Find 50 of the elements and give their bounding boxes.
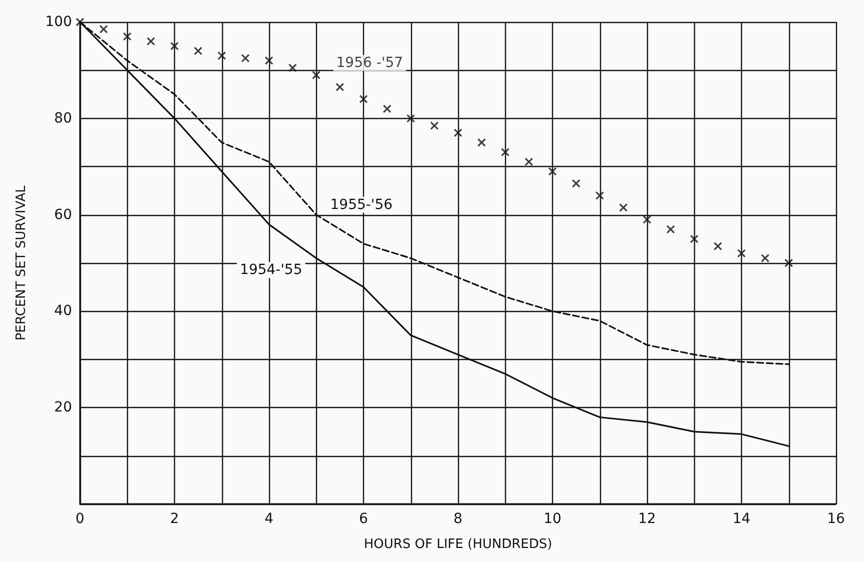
x-tick-label: 10	[544, 511, 562, 527]
x-tick-label: 12	[638, 511, 656, 527]
x-tick-label: 4	[264, 511, 274, 527]
x-tick-label: 6	[359, 511, 368, 527]
x-tick-label: 0	[76, 511, 84, 527]
point	[500, 148, 510, 156]
y-tick-label: 60	[54, 206, 72, 223]
point	[572, 179, 580, 188]
point	[737, 249, 746, 258]
point	[477, 138, 486, 147]
point	[122, 32, 132, 41]
point	[524, 157, 534, 166]
y-tick-label: 40	[54, 303, 72, 320]
point	[595, 191, 604, 200]
point	[336, 82, 344, 92]
point	[784, 258, 794, 268]
point	[642, 215, 652, 224]
point	[690, 234, 699, 244]
point	[382, 104, 392, 114]
point	[264, 56, 274, 65]
x-tick-label: 8	[454, 511, 462, 527]
point	[146, 36, 156, 46]
point	[714, 242, 722, 250]
point	[241, 54, 250, 62]
point	[194, 46, 202, 56]
point	[430, 121, 439, 130]
point	[548, 167, 557, 176]
y-tick-label: 20	[54, 400, 72, 416]
point	[99, 24, 108, 34]
point	[406, 114, 416, 123]
point	[619, 203, 628, 212]
point	[217, 51, 226, 60]
point	[76, 18, 84, 26]
point	[454, 128, 462, 138]
point	[288, 63, 297, 72]
point	[760, 254, 770, 262]
point	[312, 70, 321, 80]
y-tick-label: 80	[54, 110, 72, 126]
series-label: 1954-'55	[240, 262, 302, 278]
point	[666, 224, 675, 234]
y-tick-label: 100	[45, 14, 72, 30]
series-label: 1955-'56	[330, 196, 393, 213]
x-axis-title: HOURS OF LIFE (HUNDREDS)	[364, 537, 552, 552]
series-label: 1956 -'57	[336, 55, 404, 72]
point	[359, 94, 368, 104]
x-tick-label: 2	[170, 511, 179, 527]
x-tick-label: 14	[732, 511, 750, 527]
x-tick-label: 16	[827, 511, 845, 527]
point	[170, 42, 179, 50]
y-axis-title: PERCENT SET SURVIVAL	[14, 184, 29, 341]
